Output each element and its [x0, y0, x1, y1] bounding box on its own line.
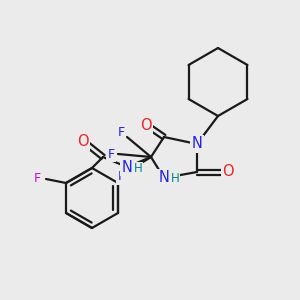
- Text: H: H: [171, 172, 179, 185]
- Text: N: N: [159, 170, 170, 185]
- Text: F: F: [107, 148, 115, 160]
- Text: N: N: [122, 160, 132, 175]
- Text: O: O: [222, 164, 234, 179]
- Text: N: N: [192, 136, 203, 152]
- Text: O: O: [140, 118, 152, 133]
- Text: O: O: [77, 134, 89, 149]
- Text: H: H: [134, 163, 142, 176]
- Text: F: F: [117, 125, 124, 139]
- Text: F: F: [34, 172, 40, 185]
- Text: F: F: [117, 170, 124, 184]
